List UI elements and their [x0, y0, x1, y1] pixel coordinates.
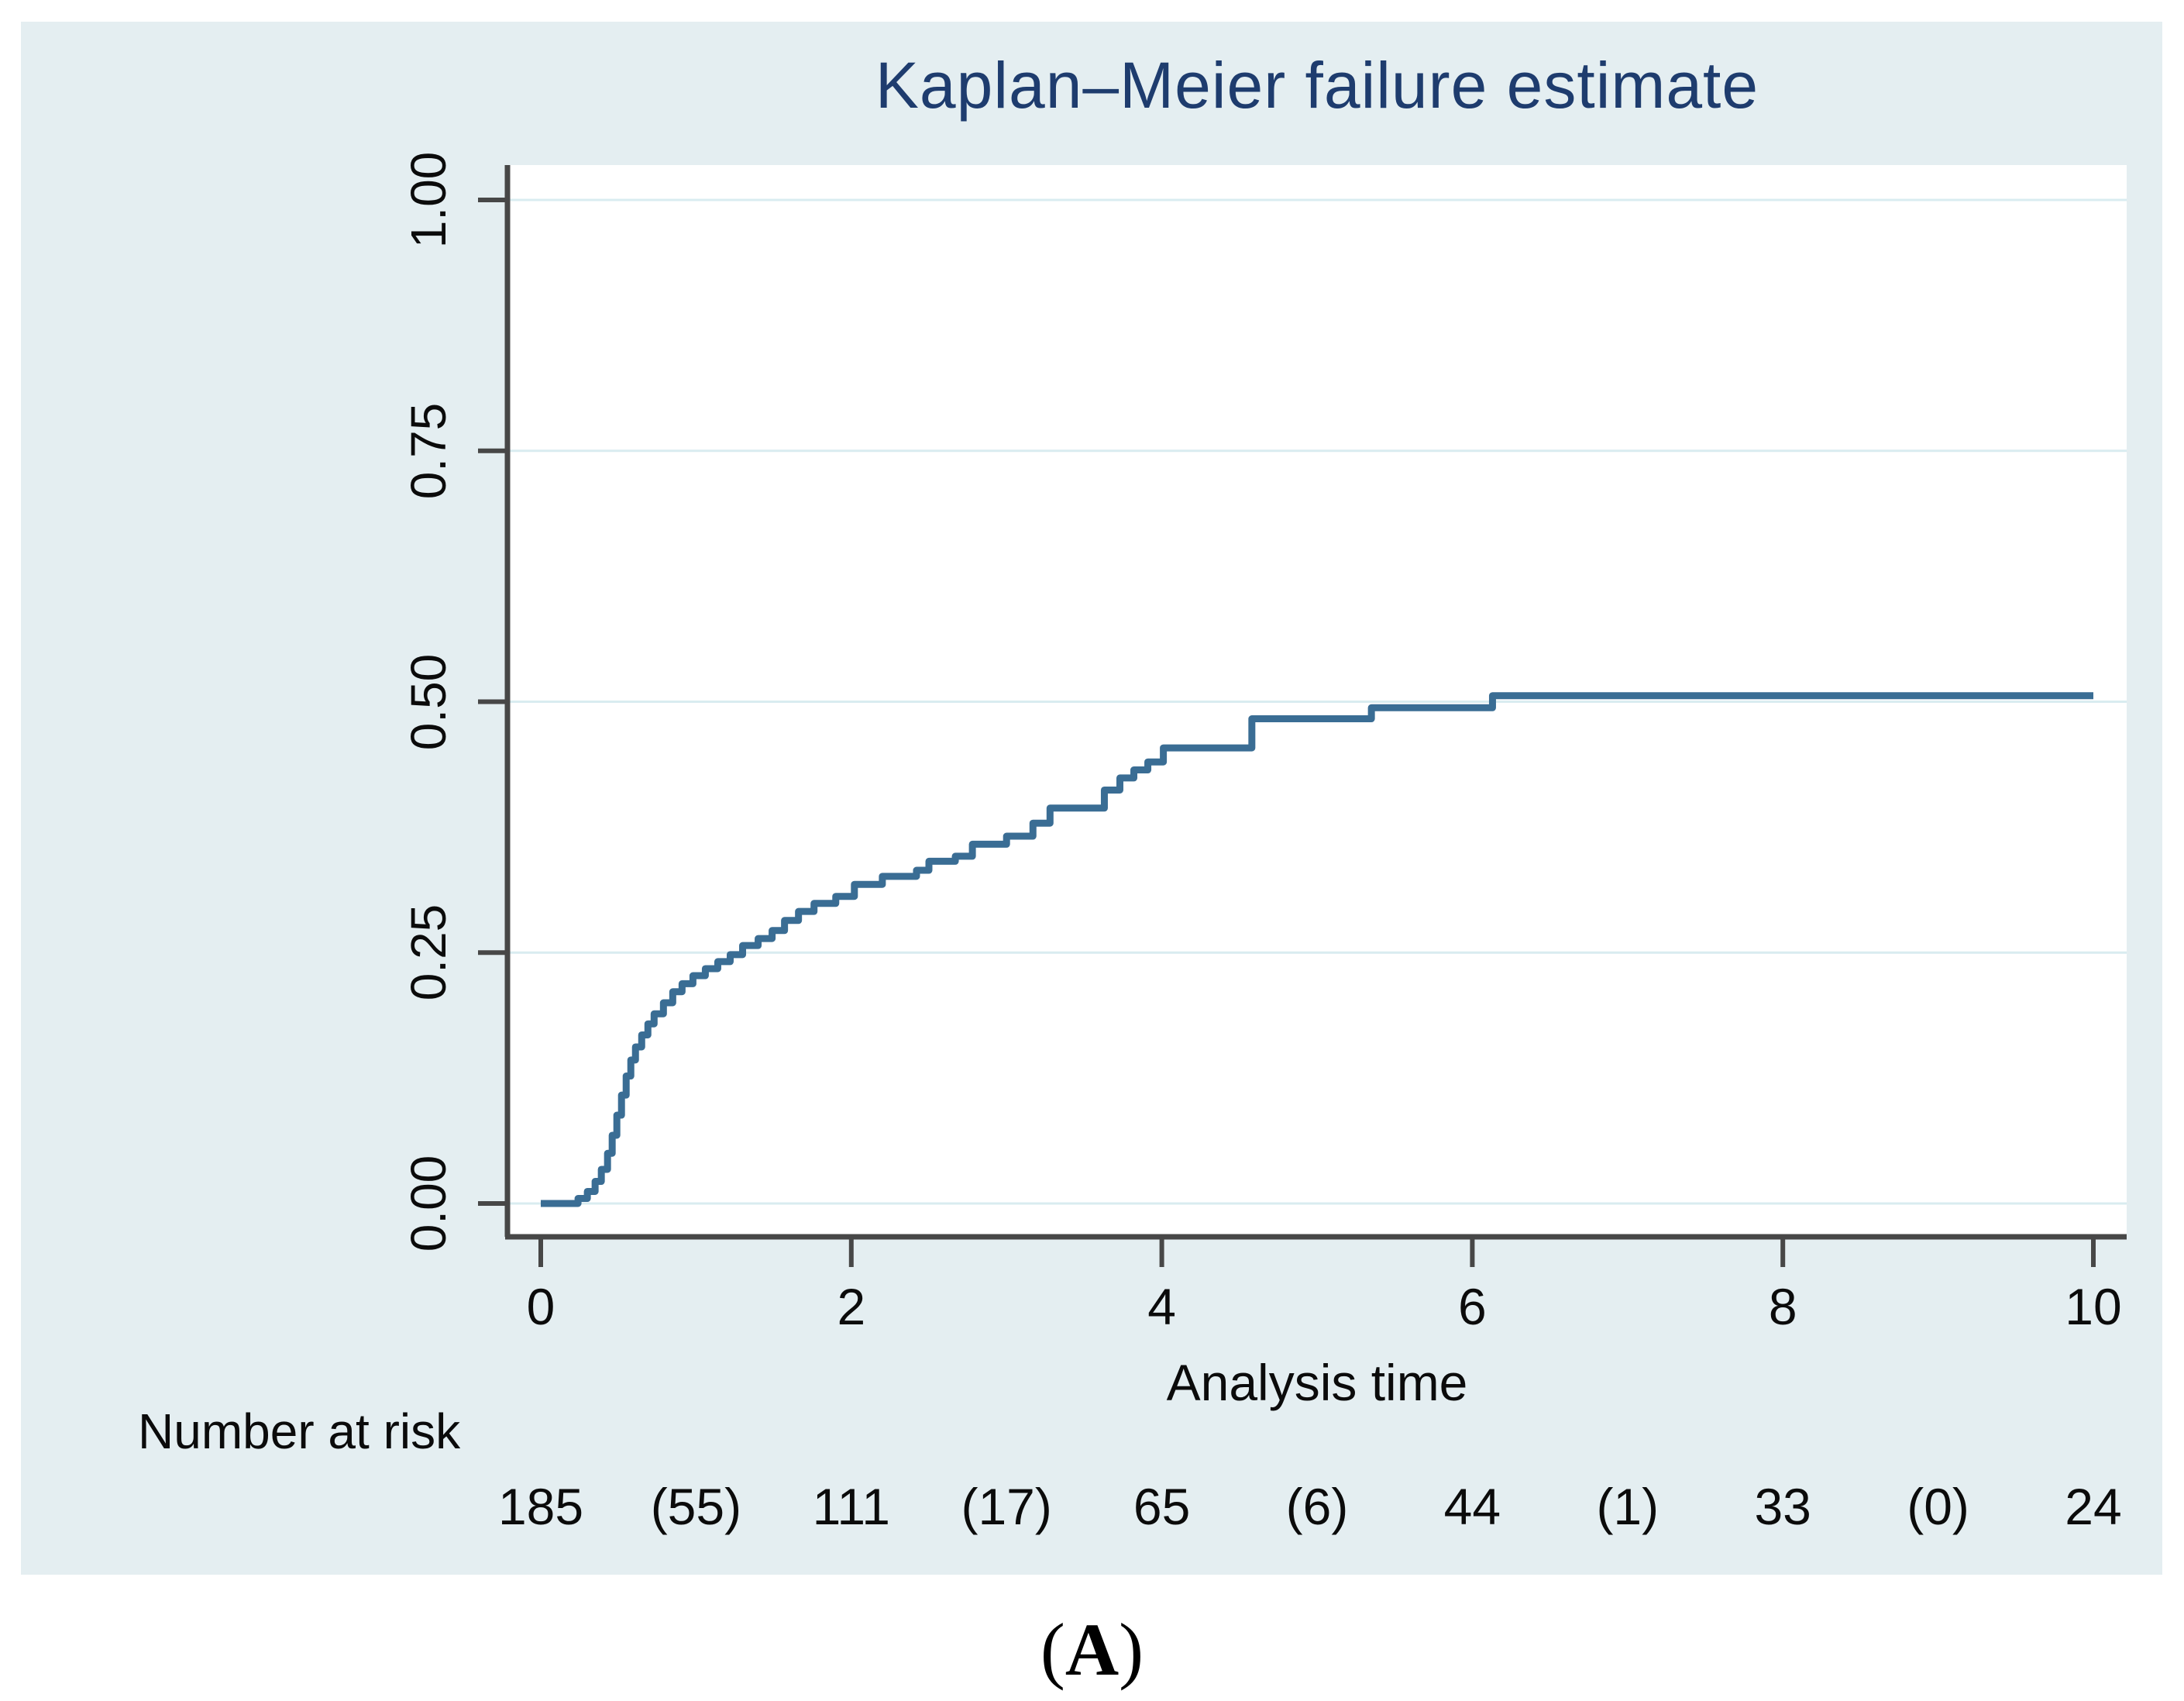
y-tick-label: 0.75: [401, 402, 456, 500]
y-tick-label: 0.00: [401, 1155, 456, 1252]
x-tick-label: 10: [2065, 1278, 2122, 1335]
x-tick-label: 4: [1147, 1278, 1176, 1335]
caption-close-paren: ): [1119, 1608, 1144, 1691]
risk-table-value: 33: [1754, 1478, 1811, 1535]
risk-table-value: 44: [1443, 1478, 1501, 1535]
risk-table-value: 24: [2065, 1478, 2122, 1535]
risk-table-value: (0): [1907, 1478, 1969, 1535]
caption-open-paren: (: [1040, 1608, 1065, 1691]
risk-table-value: 65: [1133, 1478, 1191, 1535]
caption-letter: A: [1064, 1608, 1120, 1691]
risk-table-value: (17): [961, 1478, 1052, 1535]
y-tick-label: 1.00: [401, 151, 456, 249]
y-tick-label: 0.50: [401, 653, 456, 750]
x-tick-label: 0: [526, 1278, 555, 1335]
x-tick-label: 2: [837, 1278, 866, 1335]
x-tick-label: 6: [1458, 1278, 1487, 1335]
x-tick-label: 8: [1768, 1278, 1797, 1335]
risk-table-value: (55): [650, 1478, 742, 1535]
number-at-risk-label: Number at risk: [138, 1403, 461, 1459]
chart-title: Kaplan–Meier failure estimate: [875, 49, 1759, 122]
risk-table-value: (6): [1285, 1478, 1349, 1535]
risk-table-value: 111: [812, 1478, 890, 1535]
y-tick-label: 0.25: [401, 904, 456, 1001]
km-failure-curve: [541, 692, 2093, 1207]
figure-caption: (A): [0, 1609, 2184, 1691]
risk-table-value: 185: [497, 1478, 584, 1535]
x-axis-title: Analysis time: [1166, 1354, 1468, 1411]
risk-table-value: (1): [1596, 1478, 1659, 1535]
